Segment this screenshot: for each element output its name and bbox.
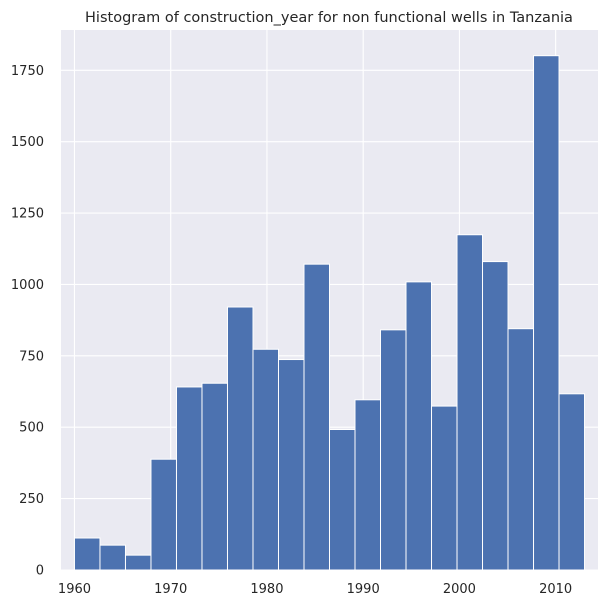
histogram-bar: [456, 234, 484, 571]
y-tick-label: 0: [36, 564, 44, 579]
x-tick-label: 2000: [443, 582, 476, 597]
y-tick-label: 1750: [11, 64, 44, 79]
histogram-bar: [431, 405, 458, 571]
x-axis-tick-labels: 1960 1970 1980 1990 2000 2010: [58, 582, 572, 597]
y-tick-label: 1000: [11, 278, 44, 293]
x-tick-label: 1990: [347, 582, 380, 597]
y-axis-tick-labels: 0 250 500 750 1000 1250 1500 1750: [11, 64, 44, 579]
x-tick-label: 2010: [539, 582, 572, 597]
histogram-bar: [380, 329, 407, 571]
y-tick-label: 1500: [11, 135, 44, 150]
histogram-bar: [482, 261, 509, 571]
y-tick-label: 750: [19, 349, 44, 364]
x-tick-label: 1980: [250, 582, 283, 597]
histogram-bar: [507, 328, 535, 571]
chart-title: Histogram of construction_year for non f…: [85, 10, 573, 26]
histogram-bar: [99, 544, 126, 571]
histogram-bar: [329, 429, 356, 571]
histogram-bar: [226, 306, 254, 571]
histogram-bar: [175, 386, 203, 571]
y-tick-label: 1250: [11, 207, 44, 222]
histogram-bar: [533, 55, 560, 571]
histogram-bar: [354, 399, 382, 571]
y-tick-label: 500: [19, 421, 44, 436]
x-tick-label: 1960: [58, 582, 91, 597]
histogram-bar: [150, 458, 177, 571]
histogram-bar: [73, 537, 101, 571]
histogram-bar: [124, 554, 152, 571]
x-tick-label: 1970: [154, 582, 187, 597]
y-tick-label: 250: [19, 492, 44, 507]
histogram-bar: [405, 281, 433, 571]
histogram-bar: [201, 382, 228, 571]
histogram-bar: [303, 263, 331, 571]
histogram-bars: [73, 55, 586, 571]
histogram-bar: [277, 359, 305, 571]
histogram-bar: [252, 348, 279, 571]
histogram-bar: [558, 393, 586, 571]
